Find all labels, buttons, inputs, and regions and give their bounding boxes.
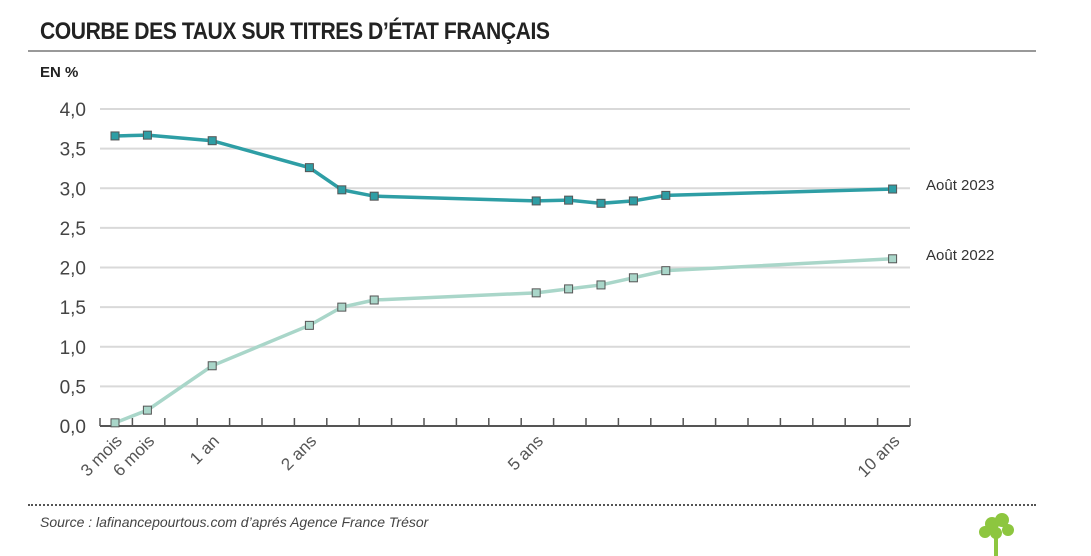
data-point — [661, 266, 671, 276]
y-tick-label: 2,5 — [60, 219, 86, 240]
data-point — [304, 163, 314, 173]
data-point — [531, 196, 541, 206]
y-tick-label: 0,0 — [60, 417, 86, 438]
data-point — [564, 195, 574, 205]
source-note: Source : lafinancepourtous.com d’aprés A… — [40, 514, 429, 530]
series-label: Août 2022 — [926, 247, 994, 264]
data-point — [531, 288, 541, 298]
x-tick-label: 10 ans — [854, 431, 904, 481]
series-line-0 — [114, 133, 893, 206]
data-point — [888, 184, 898, 194]
data-point — [337, 302, 347, 312]
y-tick-label: 1,5 — [60, 298, 86, 319]
data-point — [628, 273, 638, 283]
y-tick-label: 2,0 — [60, 259, 86, 280]
dotted-divider — [28, 504, 1036, 506]
y-tick-label: 4,0 — [60, 100, 86, 121]
y-tick-label: 3,5 — [60, 140, 86, 161]
data-point — [337, 185, 347, 195]
data-point — [369, 295, 379, 305]
data-point — [369, 191, 379, 201]
y-tick-label: 3,0 — [60, 179, 86, 200]
series-line-1 — [114, 257, 893, 425]
data-point — [304, 320, 314, 330]
data-point — [596, 280, 606, 290]
data-point — [888, 254, 898, 264]
data-point — [661, 190, 671, 200]
data-point — [628, 196, 638, 206]
data-point — [207, 136, 217, 146]
y-axis-unit: EN % — [40, 64, 79, 81]
x-tick-label: 2 ans — [277, 431, 320, 474]
series-label: Août 2023 — [926, 177, 994, 194]
data-point — [142, 405, 152, 415]
x-tick-label: 1 an — [186, 431, 223, 468]
data-point — [110, 131, 120, 141]
x-tick-label: 5 ans — [504, 431, 547, 474]
title-rule — [28, 50, 1036, 52]
data-point — [207, 361, 217, 371]
data-point — [596, 198, 606, 208]
chart-title: COURBE DES TAUX SUR TITRES D’ÉTAT FRANÇA… — [40, 18, 550, 45]
data-point — [110, 418, 120, 428]
y-tick-label: 0,5 — [60, 377, 86, 398]
y-tick-label: 1,0 — [60, 338, 86, 359]
data-point — [142, 130, 152, 140]
data-point — [564, 284, 574, 294]
